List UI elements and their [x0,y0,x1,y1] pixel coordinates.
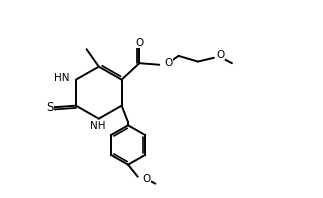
Text: HN: HN [54,73,69,83]
Text: O: O [135,38,143,48]
Text: S: S [46,101,53,114]
Text: NH: NH [90,121,106,131]
Text: O: O [142,174,151,184]
Text: O: O [216,50,225,60]
Text: O: O [164,58,172,68]
